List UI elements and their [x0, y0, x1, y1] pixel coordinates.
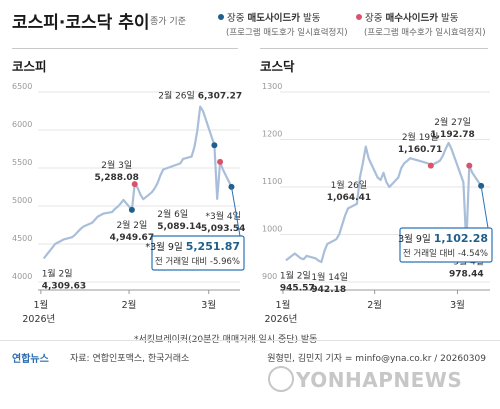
footer-divider	[0, 340, 500, 341]
x-tick-label: 1월	[276, 299, 291, 311]
y-tick-label: 1300	[262, 82, 282, 91]
callout-title: *3월 9일 5,251.87	[145, 240, 240, 253]
y-tick-label: 6500	[12, 82, 32, 91]
y-tick-label: 6000	[12, 120, 32, 129]
annotation-date: 1월 2일	[280, 269, 311, 281]
callout-leader	[480, 185, 489, 229]
annotation-value: 945.57	[280, 283, 315, 293]
circuit-breaker-note: *서킷브레이커(20분간 매매거래 일시 중단) 발동	[134, 335, 318, 345]
watermark: YONHAPNEWS	[296, 368, 463, 392]
kosdaq-divider	[260, 48, 488, 49]
annotation-date: 2월 3일	[101, 159, 132, 171]
sell-marker-icon	[218, 14, 224, 20]
series-line	[285, 141, 483, 264]
annotation-date: 2월 26일	[158, 90, 197, 102]
kosdaq-chart: 900 1000 1100 1200 1300 1월 2월 3월 2026년 1월 2일 945.5…	[262, 82, 493, 325]
callout-title: 3월 9일 1,102.28	[398, 232, 488, 245]
year-label: 2026년	[264, 314, 297, 325]
annotation-date: 2월 27일	[434, 116, 471, 128]
x-tick-label: 2월	[122, 299, 137, 311]
y-tick-label: 1000	[262, 225, 282, 234]
callout-change: 전 거래일 대비 -4.54%	[403, 248, 488, 259]
buy-sidecar-marker	[131, 181, 138, 188]
annotation-value: 5,089.14	[157, 222, 201, 232]
annotation-value: 5,093.54	[201, 224, 245, 234]
y-tick-label: 1100	[262, 177, 282, 186]
annotation-date: 2월 2일	[116, 219, 147, 231]
legend-buy-sidecar: 장중 매수사이드카 발동	[356, 10, 458, 24]
callout-change: 전 거래일 대비 -5.96%	[155, 256, 240, 267]
buy-sidecar-marker	[217, 158, 224, 165]
annotation-date: *3월 4일	[206, 210, 241, 222]
annotation-value: 1,160.71	[398, 145, 442, 155]
kospi-title: 코스피	[12, 59, 47, 74]
annotation-label: 2월 26일 6,307.27	[158, 90, 242, 102]
kosdaq-title: 코스닥	[260, 59, 295, 74]
y-tick-label: 5000	[12, 196, 32, 205]
x-tick-label: 3월	[450, 299, 465, 311]
legend-sell-sub: (프로그램 매도호가 일시효력정지)	[226, 28, 348, 38]
annotation-value: 1,192.78	[430, 130, 474, 140]
annotation-value: 978.44	[449, 270, 484, 280]
buy-sidecar-marker	[466, 162, 473, 169]
y-tick-label: 4500	[12, 234, 32, 243]
callout-date: 3월 9일	[398, 233, 434, 245]
legend-sell-sidecar: 장중 매도사이드카 발동	[218, 10, 320, 24]
buy-marker-icon	[356, 14, 362, 20]
x-tick-label: 2월	[367, 299, 382, 311]
page-title: 코스피·코스닥 추이	[12, 13, 150, 33]
callout-value: 5,251.87	[186, 240, 240, 253]
y-tick-label: 4000	[12, 272, 32, 281]
annotation-date: 2월 19일	[402, 131, 439, 143]
year-label: 2026년	[22, 314, 55, 325]
x-tick-label: 3월	[201, 299, 216, 311]
annotation-value: 6,307.27	[198, 92, 242, 102]
legend-buy-sub: (프로그램 매수호가 일시효력정지)	[364, 28, 486, 38]
kospi-chart: 4000 4500 5000 5500 6000 6500 1월 2월 3월 2026년 1월 2일…	[12, 82, 245, 325]
y-tick-label: 1200	[262, 130, 282, 139]
sell-sidecar-marker	[128, 206, 135, 213]
watermark-logo-icon	[268, 366, 294, 392]
annotation-value: 942.18	[311, 285, 346, 295]
callout-value: 1,102.28	[434, 232, 488, 245]
credit-text: 원형민, 김민지 기자 = minfo@yna.co.kr / 20260309	[267, 354, 486, 364]
y-tick-label: 5500	[12, 158, 32, 167]
yonhap-logo: 연합뉴스	[12, 354, 49, 365]
annotation-date: 1월 14일	[311, 271, 348, 283]
annotation-value: 5,288.08	[95, 173, 139, 183]
annotation-value: 1,064.41	[327, 193, 371, 203]
sell-sidecar-marker	[211, 142, 218, 149]
callout-leader	[230, 186, 241, 237]
callout-box	[399, 227, 493, 263]
annotation-value: 4,949.67	[110, 233, 154, 243]
annotation-value: 4,309.63	[42, 281, 86, 291]
x-tick-label: 1월	[33, 299, 48, 311]
source-text: 자료: 연합인포맥스, 한국거래소	[70, 354, 190, 364]
annotation-date: 1월 26일	[331, 179, 368, 191]
page-subtitle: 종가 기준	[150, 17, 186, 27]
callout-date: *3월 9일	[145, 241, 185, 253]
annotation-date: 2월 6일	[157, 208, 188, 220]
callout-box	[151, 235, 245, 271]
y-tick-label: 900	[262, 272, 277, 281]
annotation-date: 1월 2일	[42, 267, 73, 279]
kospi-divider	[12, 48, 238, 49]
buy-sidecar-marker	[427, 162, 434, 169]
